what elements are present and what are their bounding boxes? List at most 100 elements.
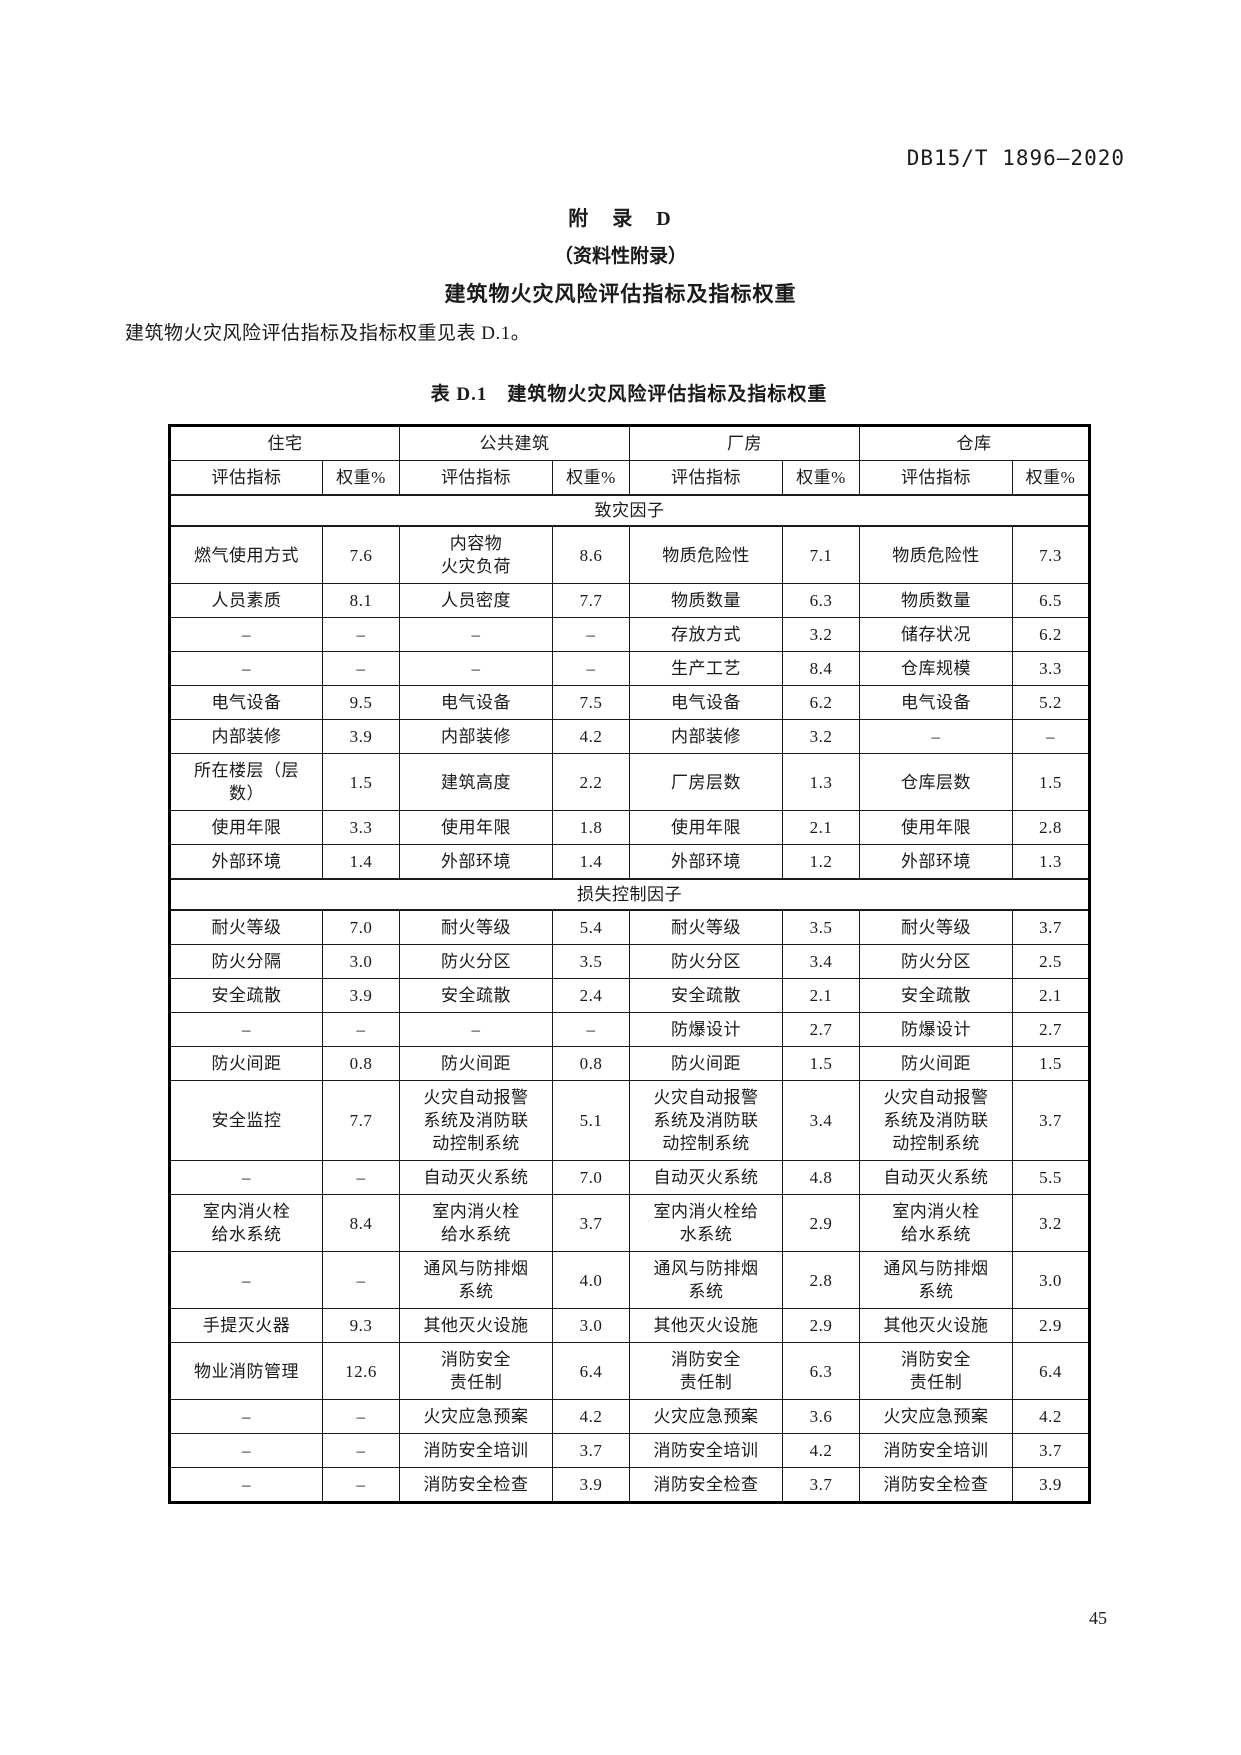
indicator-cell: 电气设备 xyxy=(169,685,323,720)
table-header: 住宅 公共建筑 厂房 仓库 评估指标 权重% 评估指标 权重% 评估指标 权重%… xyxy=(169,425,1090,496)
weight-cell: 5.5 xyxy=(1012,1160,1090,1195)
indicator-cell: 消防安全 责任制 xyxy=(399,1342,553,1400)
weight-cell: 3.0 xyxy=(552,1308,630,1343)
indicator-cell: 防火间距 xyxy=(399,1046,553,1081)
indicator-cell: 防火分区 xyxy=(629,944,783,979)
weight-cell: 3.0 xyxy=(1012,1251,1090,1309)
indicator-cell: 通风与防排烟 系统 xyxy=(399,1251,553,1309)
indicator-cell: 外部环境 xyxy=(859,844,1013,880)
weight-cell: – xyxy=(322,617,400,652)
weight-cell: 3.7 xyxy=(782,1467,860,1503)
page-number: 45 xyxy=(1089,1608,1107,1628)
indicator-cell: 内部装修 xyxy=(399,719,553,754)
table-caption: 表 D.1 建筑物火灾风险评估指标及指标权重 xyxy=(430,384,828,405)
weight-cell: 3.2 xyxy=(1012,1194,1090,1252)
indicator-cell: 厂房层数 xyxy=(629,753,783,811)
weight-cell: 3.3 xyxy=(1012,651,1090,686)
weight-cell: 3.3 xyxy=(322,810,400,845)
weight-cell: 6.2 xyxy=(782,685,860,720)
indicator-cell: 火灾应急预案 xyxy=(859,1399,1013,1434)
indicator-cell: 物质危险性 xyxy=(629,525,783,584)
indicator-cell: – xyxy=(169,1160,323,1195)
weight-cell: 6.3 xyxy=(782,583,860,618)
weight-cell: – xyxy=(552,651,630,686)
weight-cell: 3.7 xyxy=(552,1433,630,1468)
weight-cell: 1.4 xyxy=(322,844,400,880)
weight-cell: – xyxy=(322,1251,400,1309)
indicator-cell: 安全疏散 xyxy=(859,978,1013,1013)
weight-cell: 3.5 xyxy=(552,944,630,979)
table-row: – – 消防安全培训 3.7 消防安全培训 4.2 消防安全培训 3.7 xyxy=(169,1433,1090,1468)
table-row: – – 消防安全检查 3.9 消防安全检查 3.7 消防安全检查 3.9 xyxy=(169,1467,1090,1503)
table-row: 防火分隔 3.0 防火分区 3.5 防火分区 3.4 防火分区 2.5 xyxy=(169,944,1090,979)
indicator-cell: 防火分隔 xyxy=(169,944,323,979)
appendix-subtitle: （资料性附录） xyxy=(553,246,687,267)
indicator-cell: 燃气使用方式 xyxy=(169,525,323,584)
indicator-cell: 使用年限 xyxy=(859,810,1013,845)
indicator-cell: – xyxy=(169,1012,323,1047)
subheader-row: 评估指标 权重% 评估指标 权重% 评估指标 权重% 评估指标 权重% xyxy=(169,460,1090,496)
indicator-cell: 防爆设计 xyxy=(629,1012,783,1047)
weight-cell: 6.5 xyxy=(1012,583,1090,618)
indicator-cell: 其他灭火设施 xyxy=(859,1308,1013,1343)
indicator-cell: 防火分区 xyxy=(859,944,1013,979)
indicator-cell: 物业消防管理 xyxy=(169,1342,323,1400)
appendix-title: 建筑物火灾风险评估指标及指标权重 xyxy=(444,282,797,306)
indicator-cell: 外部环境 xyxy=(169,844,323,880)
indicator-cell: 消防安全检查 xyxy=(859,1467,1013,1503)
weight-cell: 4.0 xyxy=(552,1251,630,1309)
weight-cell: 2.7 xyxy=(782,1012,860,1047)
table-row: 耐火等级 7.0 耐火等级 5.4 耐火等级 3.5 耐火等级 3.7 xyxy=(169,909,1090,945)
weight-cell: 1.3 xyxy=(782,753,860,811)
indicator-cell: 消防安全检查 xyxy=(399,1467,553,1503)
indicator-cell: 室内消火栓 给水系统 xyxy=(169,1194,323,1252)
indicator-cell: – xyxy=(169,1433,323,1468)
weight-cell: 1.4 xyxy=(552,844,630,880)
table-row: 外部环境 1.4 外部环境 1.4 外部环境 1.2 外部环境 1.3 xyxy=(169,844,1090,880)
weight-cell: 3.6 xyxy=(782,1399,860,1434)
weight-cell: 7.1 xyxy=(782,525,860,584)
indicator-cell: 防火间距 xyxy=(629,1046,783,1081)
weight-cell: 2.9 xyxy=(782,1308,860,1343)
indicator-cell: 消防安全培训 xyxy=(399,1433,553,1468)
indicator-cell: 其他灭火设施 xyxy=(629,1308,783,1343)
indicator-cell: 火灾自动报警 系统及消防联 动控制系统 xyxy=(399,1080,553,1161)
weight-cell: 9.5 xyxy=(322,685,400,720)
indicator-cell: 火灾应急预案 xyxy=(399,1399,553,1434)
column-group-residential: 住宅 xyxy=(169,425,400,461)
table-row: 安全监控 7.7 火灾自动报警 系统及消防联 动控制系统 5.1 火灾自动报警 系统及消… xyxy=(169,1080,1090,1161)
column-group-warehouse: 仓库 xyxy=(859,425,1090,461)
table-row: 燃气使用方式 7.6 内容物 火灾负荷 8.6 物质危险性 7.1 物质危险性 7.3 xyxy=(169,525,1090,584)
indicator-cell: 存放方式 xyxy=(629,617,783,652)
indicator-cell: 自动灭火系统 xyxy=(859,1160,1013,1195)
indicator-cell: 仓库规模 xyxy=(859,651,1013,686)
weight-cell: 2.4 xyxy=(552,978,630,1013)
indicator-cell: 外部环境 xyxy=(629,844,783,880)
weight-cell: 5.1 xyxy=(552,1080,630,1161)
weight-cell: 3.0 xyxy=(322,944,400,979)
weight-cell: – xyxy=(1012,719,1090,754)
weight-cell: 4.2 xyxy=(552,719,630,754)
indicator-cell: – xyxy=(169,651,323,686)
weight-cell: 7.0 xyxy=(552,1160,630,1195)
column-group-factory: 厂房 xyxy=(629,425,860,461)
indicator-cell: 火灾应急预案 xyxy=(629,1399,783,1434)
table-row: – – – – 防爆设计 2.7 防爆设计 2.7 xyxy=(169,1012,1090,1047)
indicator-header: 评估指标 xyxy=(629,460,783,496)
weight-cell: 3.7 xyxy=(1012,1433,1090,1468)
indicator-cell: 防爆设计 xyxy=(859,1012,1013,1047)
weight-cell: – xyxy=(322,651,400,686)
weight-cell: 4.2 xyxy=(782,1433,860,1468)
table-row: – – 通风与防排烟 系统 4.0 通风与防排烟 系统 2.8 通风与防排烟 系统 3.0 xyxy=(169,1251,1090,1309)
indicator-cell: 内部装修 xyxy=(169,719,323,754)
weight-cell: 2.1 xyxy=(1012,978,1090,1013)
indicator-cell: 室内消火栓给 水系统 xyxy=(629,1194,783,1252)
weight-cell: 1.5 xyxy=(322,753,400,811)
table-row: – – 火灾应急预案 4.2 火灾应急预案 3.6 火灾应急预案 4.2 xyxy=(169,1399,1090,1434)
indicator-cell: 物质危险性 xyxy=(859,525,1013,584)
indicator-cell: 消防安全培训 xyxy=(859,1433,1013,1468)
weight-cell: 7.0 xyxy=(322,909,400,945)
weight-header: 权重% xyxy=(1012,460,1090,496)
indicator-cell: 手提灭火器 xyxy=(169,1308,323,1343)
